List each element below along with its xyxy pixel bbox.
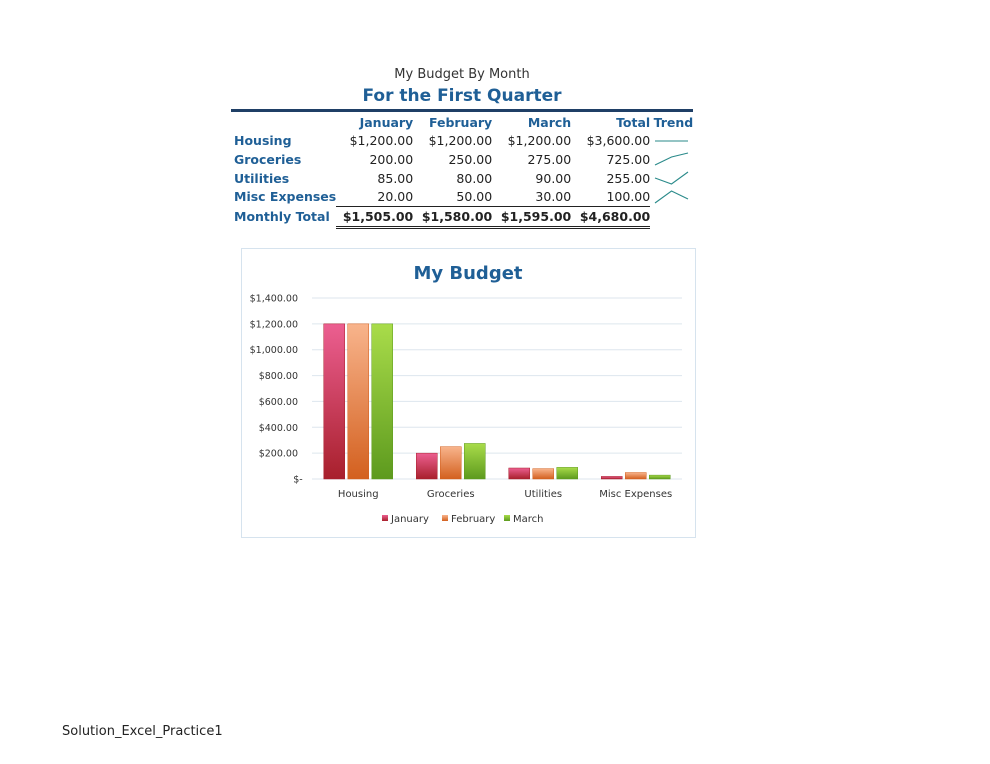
- total-cell: $4,680.00: [571, 206, 650, 227]
- x-tick-label: Housing: [338, 489, 379, 500]
- col-header-march: March: [492, 113, 571, 132]
- legend-swatch: [382, 515, 388, 521]
- chart-title: My Budget: [413, 263, 522, 284]
- trend-cell: [650, 187, 693, 206]
- y-tick-label: $1,000.00: [250, 345, 298, 356]
- total-cell: $1,505.00: [336, 206, 413, 227]
- cell: 30.00: [492, 187, 571, 206]
- cell: 20.00: [336, 187, 413, 206]
- cell: 200.00: [336, 150, 413, 169]
- y-tick-label: $1,200.00: [250, 319, 298, 330]
- table-row: Misc Expenses 20.00 50.00 30.00 100.00: [231, 187, 693, 206]
- cell: 85.00: [336, 169, 413, 188]
- y-tick-label: $600.00: [259, 397, 298, 408]
- corner-cell: [231, 113, 336, 132]
- legend-label: February: [451, 514, 495, 525]
- col-header-trend: Trend: [650, 113, 693, 132]
- trend-cell: [650, 150, 693, 169]
- cell: 50.00: [413, 187, 492, 206]
- bar-january: [416, 453, 437, 479]
- bar-february: [533, 469, 554, 479]
- cell: 100.00: [571, 187, 650, 206]
- sparkline: [650, 169, 693, 187]
- row-label-misc-expenses: Misc Expenses: [231, 187, 336, 206]
- table-header-row: January February March Total Trend: [231, 113, 693, 132]
- total-cell: $1,580.00: [413, 206, 492, 227]
- bar-march: [557, 467, 578, 479]
- cell: $1,200.00: [413, 132, 492, 151]
- y-tick-label: $400.00: [259, 423, 298, 434]
- sparkline-path: [655, 191, 688, 203]
- bar-march: [464, 443, 485, 479]
- bar-february: [625, 473, 646, 479]
- col-header-total: Total: [571, 113, 650, 132]
- bar-march: [372, 324, 393, 479]
- row-label-monthly-total: Monthly Total: [231, 206, 336, 227]
- footer-filename: Solution_Excel_Practice1: [62, 724, 223, 739]
- col-header-february: February: [413, 113, 492, 132]
- trend-cell: [650, 169, 693, 188]
- sheet-subtitle: For the First Quarter: [231, 86, 693, 106]
- cell: 275.00: [492, 150, 571, 169]
- legend-swatch: [442, 515, 448, 521]
- title-underline: [231, 109, 693, 112]
- y-tick-label: $1,400.00: [250, 294, 298, 305]
- cell: 90.00: [492, 169, 571, 188]
- cell: 80.00: [413, 169, 492, 188]
- sparkline: [650, 188, 693, 206]
- legend-label: January: [390, 514, 429, 525]
- cell: 725.00: [571, 150, 650, 169]
- col-header-january: January: [336, 113, 413, 132]
- budget-table: January February March Total Trend Housi…: [231, 113, 693, 229]
- x-tick-label: Misc Expenses: [599, 489, 672, 500]
- cell: 255.00: [571, 169, 650, 188]
- y-tick-label: $800.00: [259, 371, 298, 382]
- cell: $1,200.00: [492, 132, 571, 151]
- budget-chart[interactable]: My Budget $- $200.00 $400.00 $600.00 $800.00 $…: [241, 248, 696, 538]
- sparkline-path: [655, 172, 688, 184]
- bar-february: [348, 324, 369, 479]
- bar-january: [601, 476, 622, 479]
- row-label-groceries: Groceries: [231, 150, 336, 169]
- sparkline-path: [655, 153, 688, 165]
- table-row: Housing $1,200.00 $1,200.00 $1,200.00 $3…: [231, 132, 693, 151]
- empty-cell: [650, 206, 693, 227]
- total-cell: $1,595.00: [492, 206, 571, 227]
- cell: 250.00: [413, 150, 492, 169]
- sparkline: [650, 132, 693, 150]
- cell: $3,600.00: [571, 132, 650, 151]
- bar-february: [440, 447, 461, 479]
- table-row: Groceries 200.00 250.00 275.00 725.00: [231, 150, 693, 169]
- table-row: Utilities 85.00 80.00 90.00 255.00: [231, 169, 693, 188]
- bar-january: [324, 324, 345, 479]
- sparkline: [650, 150, 693, 168]
- bar-march: [649, 475, 670, 479]
- sheet-title: My Budget By Month: [231, 67, 693, 82]
- cell: $1,200.00: [336, 132, 413, 151]
- x-tick-label: Groceries: [427, 489, 475, 500]
- total-row: Monthly Total $1,505.00 $1,580.00 $1,595…: [231, 206, 693, 227]
- row-label-housing: Housing: [231, 132, 336, 151]
- y-tick-label: $200.00: [259, 449, 298, 460]
- chart-svg: My Budget $- $200.00 $400.00 $600.00 $800.00 $…: [242, 249, 695, 537]
- y-tick-label: $-: [293, 475, 302, 486]
- row-label-utilities: Utilities: [231, 169, 336, 188]
- trend-cell: [650, 132, 693, 151]
- legend-label: March: [513, 514, 543, 525]
- x-tick-label: Utilities: [524, 489, 562, 500]
- legend-swatch: [504, 515, 510, 521]
- bar-january: [509, 468, 530, 479]
